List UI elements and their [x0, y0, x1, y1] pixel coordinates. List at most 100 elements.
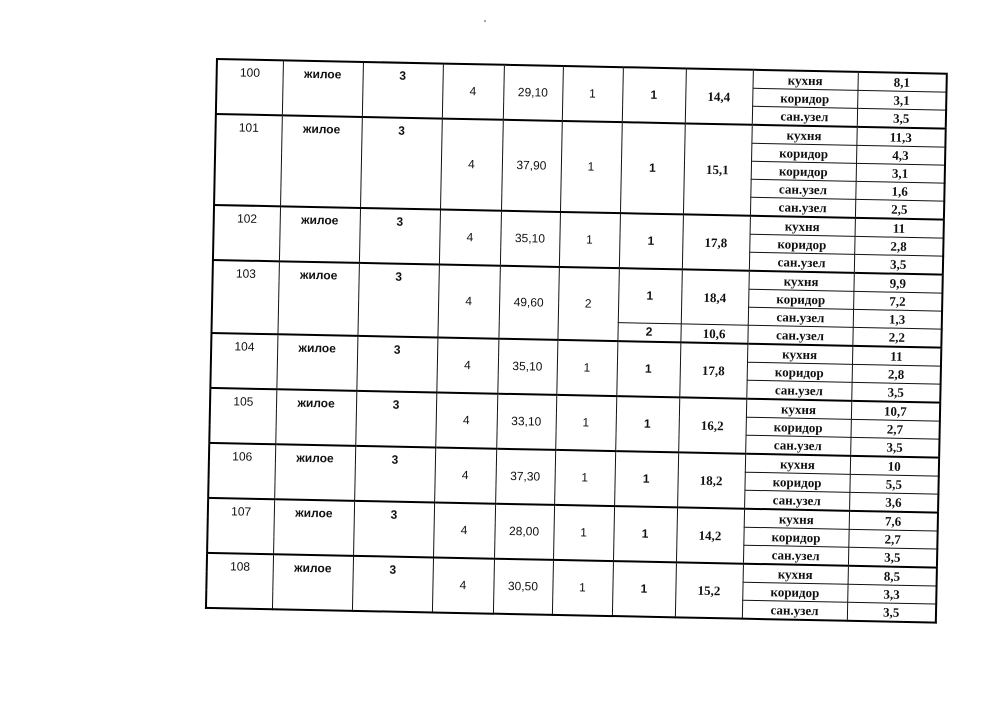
floor-cell: 3	[360, 116, 442, 210]
rooms-count: 1	[558, 211, 620, 269]
room-area: 18,2	[677, 452, 746, 509]
column-4-cell: 4	[434, 447, 497, 504]
floor-cell: 3	[353, 500, 435, 558]
auxiliary-room-area: 10	[849, 455, 940, 477]
auxiliary-room-name: кухня	[743, 508, 850, 530]
auxiliary-room-name: сан.узел	[748, 252, 855, 273]
auxiliary-room-name: кухня	[748, 270, 854, 292]
scan-speck	[484, 20, 486, 22]
apartment-number: 108	[205, 552, 274, 610]
auxiliary-room-area: 10,7	[850, 400, 941, 422]
apartment-number: 102	[212, 204, 281, 262]
auxiliary-room-name: кухня	[747, 343, 853, 365]
rooms-count: 1	[552, 504, 615, 562]
auxiliary-room-area: 3,5	[846, 602, 937, 623]
floor-cell: 3	[356, 335, 438, 393]
floor-cell: 3	[358, 207, 441, 265]
auxiliary-room-area: 2,7	[850, 419, 940, 440]
column-4-cell: 4	[441, 63, 504, 120]
room-number: 2	[617, 322, 681, 343]
rooms-count: 1	[556, 339, 618, 397]
rooms-count: 1	[551, 559, 613, 617]
apartment-type: жилое	[275, 389, 357, 446]
room-area: 17,8	[679, 342, 748, 399]
auxiliary-room-name: сан.узел	[741, 600, 848, 621]
apartment-type: жилое	[281, 60, 363, 117]
auxiliary-room-area: 11	[851, 345, 942, 367]
room-number: 1	[611, 561, 676, 618]
column-4-cell: 4	[437, 264, 500, 339]
auxiliary-room-name: коридор	[742, 582, 848, 603]
auxiliary-room-area: 3,5	[847, 547, 938, 568]
total-area: 49,60	[498, 265, 559, 340]
auxiliary-room-name: сан.узел	[751, 106, 858, 127]
apartment-number: 100	[215, 59, 283, 116]
auxiliary-room-name: коридор	[744, 472, 850, 493]
auxiliary-room-area: 3,5	[851, 382, 941, 403]
apartment-number: 105	[209, 387, 277, 445]
room-number: 1	[619, 122, 685, 215]
auxiliary-room-area: 3,6	[849, 492, 939, 513]
column-4-cell: 4	[436, 337, 499, 394]
room-area: 15,2	[674, 562, 743, 619]
auxiliary-room-area: 9,9	[853, 272, 943, 294]
auxiliary-room-name: сан.узел	[749, 197, 856, 218]
auxiliary-room-area: 2,7	[848, 529, 938, 550]
column-4-cell: 4	[433, 502, 496, 559]
apartment-type: жилое	[274, 444, 356, 501]
auxiliary-room-area: 3,1	[855, 163, 945, 184]
auxiliary-room-area: 11	[854, 217, 944, 239]
rooms-count: 1	[561, 65, 623, 123]
total-area: 33,10	[496, 393, 557, 450]
floor-cell: 3	[357, 262, 439, 338]
auxiliary-room-name: коридор	[746, 362, 852, 383]
room-area: 15,1	[682, 123, 752, 216]
rooms-count: 1	[555, 394, 617, 452]
apartment-number: 106	[208, 442, 276, 500]
auxiliary-room-name: кухня	[751, 124, 857, 146]
room-number: 1	[612, 506, 678, 563]
auxiliary-room-area: 11,3	[856, 126, 946, 148]
auxiliary-room-name: сан.узел	[747, 307, 854, 328]
apartment-type: жилое	[280, 115, 362, 208]
document-page: 100 жилое 3 4 29,10 1 1 14,4 кухня 8,1 коридор 3,1 с…	[204, 58, 948, 624]
auxiliary-room-name: сан.узел	[750, 179, 856, 200]
column-4-cell: 4	[440, 118, 503, 211]
apartment-type: жилое	[271, 554, 354, 611]
total-area: 28,00	[494, 503, 555, 560]
rooms-count: 2	[557, 266, 619, 342]
auxiliary-room-area: 2,5	[854, 199, 945, 220]
auxiliary-room-area: 8,1	[857, 71, 947, 93]
auxiliary-room-name: коридор	[745, 417, 851, 438]
total-area: 37,90	[500, 119, 562, 212]
rooms-count: 1	[554, 449, 616, 507]
auxiliary-room-area: 7,6	[848, 510, 939, 532]
room-number: 1	[618, 213, 683, 270]
apartment-type: жилое	[277, 261, 359, 336]
apartment-type: жилое	[276, 334, 358, 391]
apartment-type: жилое	[278, 206, 361, 263]
auxiliary-room-name: кухня	[742, 563, 848, 585]
floor-cell: 3	[354, 445, 436, 503]
auxiliary-room-area: 2,8	[851, 364, 941, 385]
auxiliary-room-name: коридор	[743, 527, 849, 548]
floor-cell: 3	[351, 555, 434, 613]
apartment-type: жилое	[273, 499, 355, 556]
auxiliary-room-area: 3,5	[853, 254, 944, 275]
apartments-table: 100 жилое 3 4 29,10 1 1 14,4 кухня 8,1 коридор 3,1 с…	[204, 58, 948, 624]
total-area: 29,10	[502, 64, 563, 121]
apartment-number: 104	[210, 332, 278, 390]
total-area: 35,10	[497, 338, 558, 395]
room-area: 14,2	[675, 507, 745, 564]
auxiliary-room-name: сан.узел	[744, 490, 850, 511]
room-area: 17,8	[681, 214, 750, 271]
auxiliary-room-area: 7,2	[853, 291, 943, 312]
apartment-number: 107	[207, 497, 275, 555]
room-number: 1	[616, 341, 681, 398]
column-4-cell: 4	[435, 392, 498, 449]
floor-cell: 3	[361, 61, 443, 119]
auxiliary-room-name: сан.узел	[745, 435, 851, 456]
auxiliary-room-name: коридор	[749, 234, 855, 255]
room-area: 18,4	[680, 269, 749, 326]
room-area: 16,2	[678, 397, 747, 454]
